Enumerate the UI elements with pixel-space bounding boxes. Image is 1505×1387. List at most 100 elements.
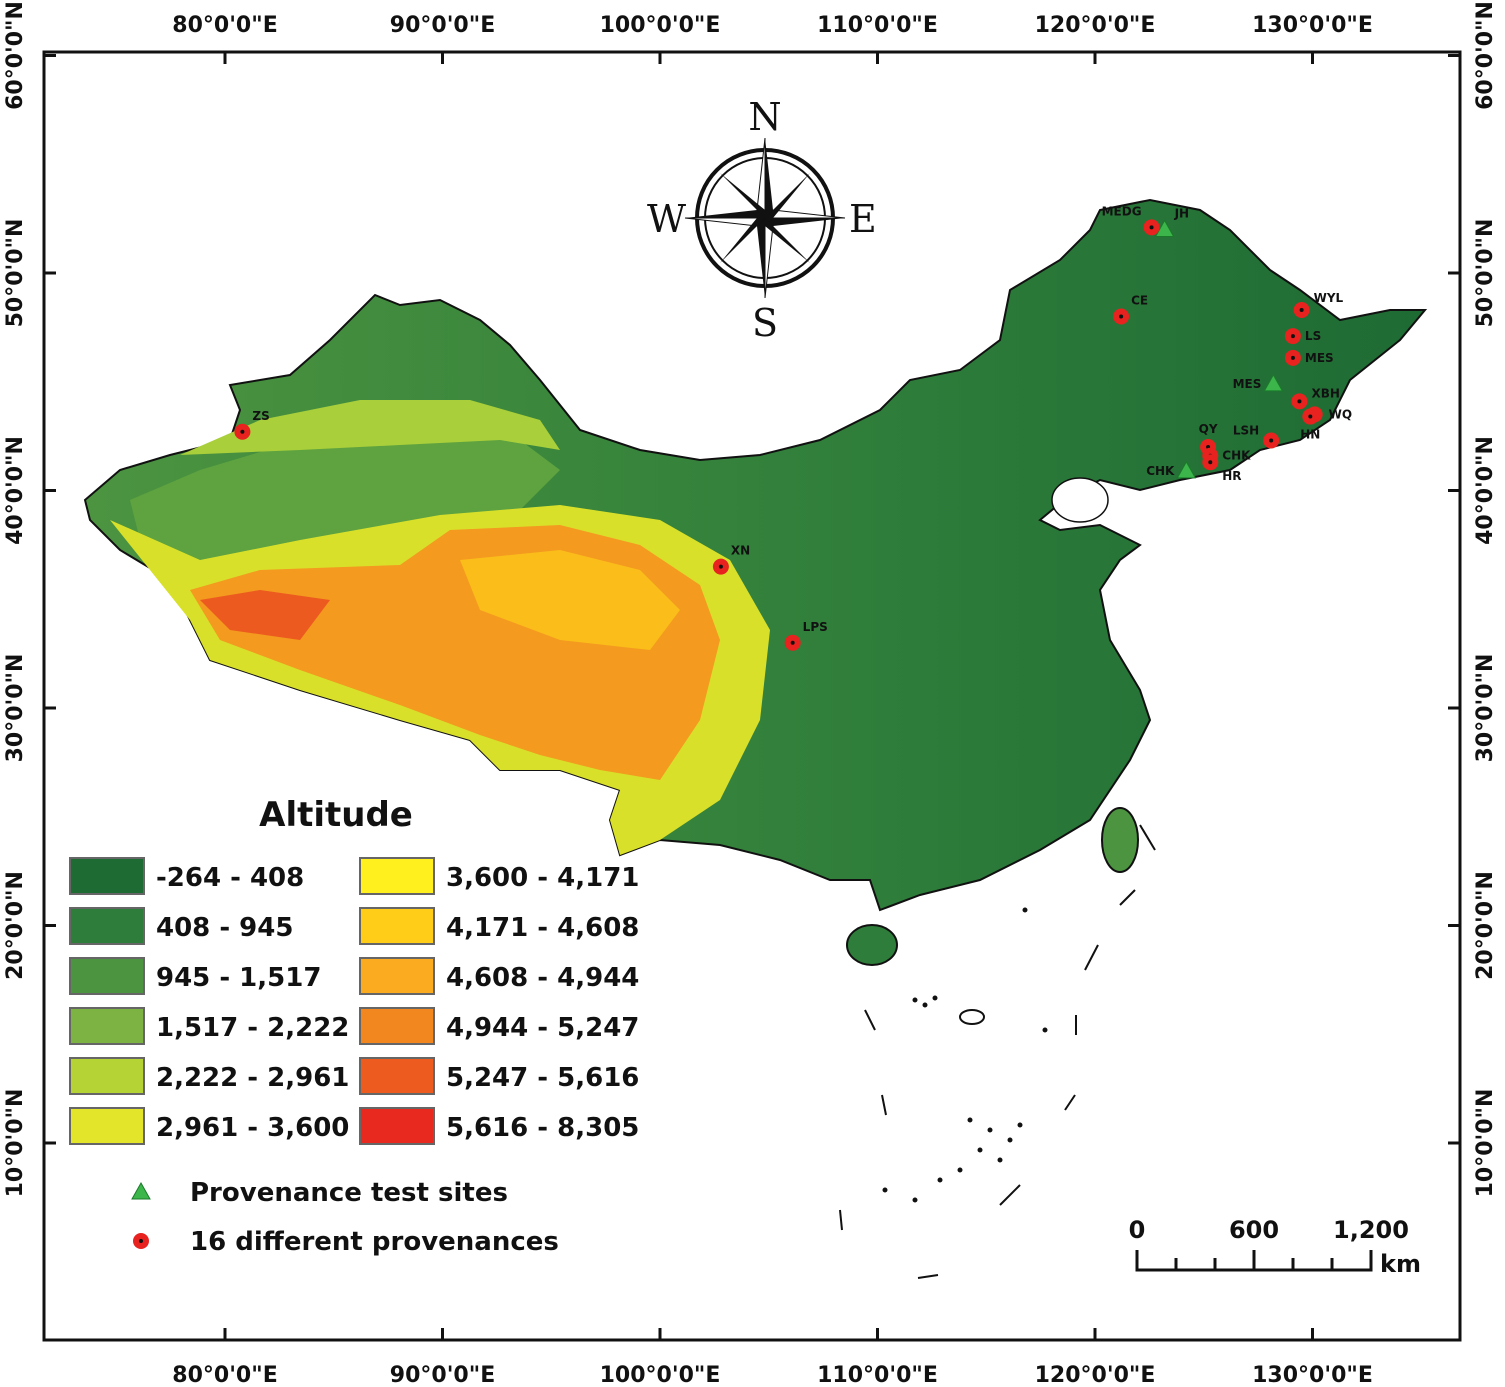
lat-label-left: 10°0'0"N [3, 1089, 28, 1198]
provenance-marker-dot [1149, 225, 1154, 230]
legend-swatch [69, 907, 145, 945]
lat-label-right: 30°0'0"N [1473, 654, 1498, 763]
lon-label-top: 100°0'0"E [600, 13, 721, 38]
provenance-marker-dot [1290, 355, 1295, 360]
bohai-sea [1051, 477, 1109, 523]
high-himalaya [200, 590, 330, 640]
test-site-marker [1263, 373, 1284, 392]
legend-class-label: -264 - 408 [156, 863, 304, 893]
provenance-marker-dot [1208, 460, 1213, 465]
scale-label-1200: 1,200 [1333, 1216, 1409, 1244]
provenance-legend-icon-dot [139, 1239, 143, 1243]
lon-label-bottom: 130°0'0"E [1252, 1363, 1373, 1387]
legend-swatch [69, 1007, 145, 1045]
scale-label-600: 600 [1229, 1216, 1279, 1244]
legend-class-label: 408 - 945 [156, 913, 293, 943]
test-site-legend-icon [131, 1181, 151, 1200]
legend-swatch [359, 907, 435, 945]
lat-label-right: 60°0'0"N [1473, 1, 1498, 110]
legend-swatch [359, 1107, 435, 1145]
provenance-label: HN [1300, 428, 1320, 442]
legend-class-label: 2,961 - 3,600 [156, 1113, 349, 1143]
legend-swatch [359, 1007, 435, 1045]
legend-swatch [359, 957, 435, 995]
provenance-marker-dot [1297, 399, 1302, 404]
legend-class-label: 5,616 - 8,305 [446, 1113, 639, 1143]
provenance-marker-dot [790, 640, 795, 645]
legend-swatch [359, 857, 435, 895]
taiwan-island [1101, 807, 1139, 873]
provenance-label: LPS [803, 620, 828, 634]
provenance-label: ZS [252, 409, 269, 423]
lat-label-left: 20°0'0"N [3, 871, 28, 980]
provenance-label: WQ [1329, 407, 1352, 421]
provenance-label: XBH [1311, 386, 1339, 400]
tarim-basin [130, 430, 560, 560]
lat-label-left: 30°0'0"N [3, 654, 28, 763]
south-china-sea-islands [839, 824, 1156, 1279]
lat-label-right: 40°0'0"N [1473, 436, 1498, 545]
lat-label-right: 50°0'0"N [1473, 219, 1498, 328]
site-markers: JH MES CHK ZS XN LPS CE MEDG WYL LS MES XBH WQ HN LSH Q… [234, 204, 1352, 651]
compass-north: N [748, 95, 781, 139]
legend-class-label: 5,247 - 5,616 [446, 1063, 639, 1093]
lon-label-top: 110°0'0"E [817, 13, 938, 38]
provenance-label: LSH [1233, 423, 1259, 437]
lon-label-top: 130°0'0"E [1252, 13, 1373, 38]
lon-label-bottom: 100°0'0"E [600, 1363, 721, 1387]
lat-label-right: 20°0'0"N [1473, 871, 1498, 980]
scale-unit: km [1380, 1250, 1421, 1278]
provenance-label: HR [1222, 469, 1241, 483]
lat-label-left: 60°0'0"N [3, 1, 28, 110]
graticule: 80°0'0"E 80°0'0"E 90°0'0"E 90°0'0"E 100°0'0"… [3, 1, 1498, 1387]
test-site-marker [1154, 219, 1175, 237]
lon-label-bottom: 90°0'0"E [390, 1363, 495, 1387]
test-site-label: MES [1233, 377, 1262, 391]
lon-label-bottom: 80°0'0"E [172, 1363, 277, 1387]
provenance-marker-dot [240, 429, 245, 434]
provenance-label: CE [1131, 294, 1148, 308]
provenance-label: QY [1199, 422, 1218, 436]
provenance-label: WYL [1314, 291, 1344, 305]
hainan-island [846, 924, 898, 966]
lon-label-bottom: 120°0'0"E [1035, 1363, 1156, 1387]
legend-swatch [69, 857, 145, 895]
compass-west: W [647, 197, 686, 241]
scale-bar: 0 600 1,200 km [1129, 1216, 1421, 1278]
provenance-label: MES [1305, 351, 1334, 365]
test-site-label: JH [1174, 207, 1190, 221]
provenance-marker-dot [1308, 414, 1313, 419]
legend-provenances: 16 different provenances [190, 1227, 559, 1257]
compass-east: E [849, 197, 877, 241]
lat-label-left: 40°0'0"N [3, 436, 28, 545]
legend: Altitude -264 - 408 408 - 945 945 - 1,517 1… [69, 795, 639, 1257]
map-frame [42, 50, 1462, 1342]
lat-label-left: 50°0'0"N [3, 219, 28, 328]
legend-class-label: 3,600 - 4,171 [446, 863, 639, 893]
provenance-label: LS [1305, 329, 1321, 343]
provenance-marker-dot [1299, 307, 1304, 312]
dry-highlands [180, 400, 560, 455]
legend-class-label: 4,171 - 4,608 [446, 913, 639, 943]
provenance-marker-dot [1119, 314, 1124, 319]
legend-test-sites: Provenance test sites [190, 1178, 508, 1208]
provenance-label: MEDG [1102, 204, 1142, 218]
lon-label-top: 90°0'0"E [390, 13, 495, 38]
provenance-marker-dot [1269, 438, 1274, 443]
lon-label-top: 120°0'0"E [1035, 13, 1156, 38]
legend-class-label: 945 - 1,517 [156, 963, 321, 993]
compass-rose: N S E W [647, 95, 877, 345]
provenance-label: XN [731, 544, 750, 558]
legend-title: Altitude [259, 795, 413, 835]
test-site-marker [1176, 460, 1197, 479]
lon-label-bottom: 110°0'0"E [817, 1363, 938, 1387]
legend-class-label: 1,517 - 2,222 [156, 1013, 349, 1043]
legend-class-label: 4,944 - 5,247 [446, 1013, 639, 1043]
provenance-marker-dot [718, 564, 723, 569]
lon-label-top: 80°0'0"E [172, 13, 277, 38]
legend-swatch [69, 1107, 145, 1145]
test-site-label: CHK [1146, 464, 1175, 478]
legend-swatch [69, 957, 145, 995]
